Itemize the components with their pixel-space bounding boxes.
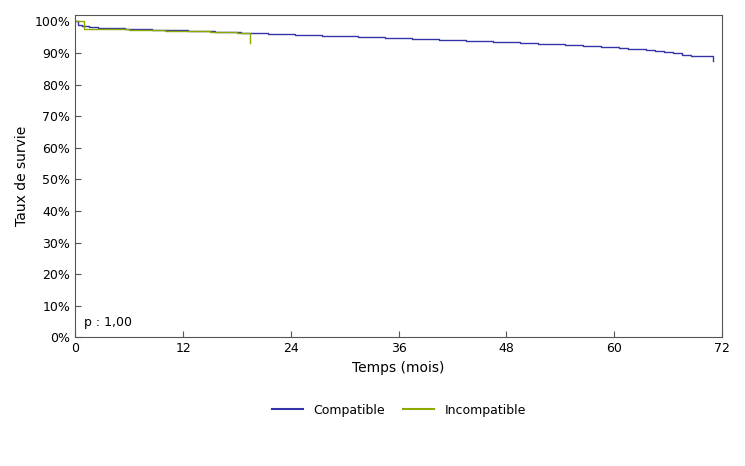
Legend: Compatible, Incompatible: Compatible, Incompatible [267, 398, 530, 422]
X-axis label: Temps (mois): Temps (mois) [352, 361, 445, 375]
Text: p : 1,00: p : 1,00 [84, 315, 133, 329]
Y-axis label: Taux de survie: Taux de survie [15, 126, 29, 226]
